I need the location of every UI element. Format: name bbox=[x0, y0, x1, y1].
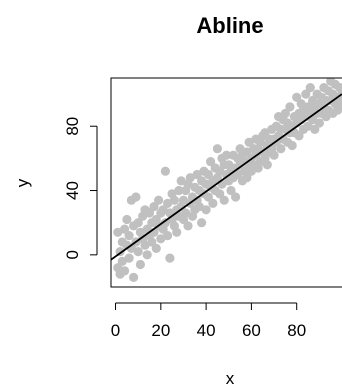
data-point bbox=[231, 192, 241, 202]
data-point bbox=[163, 231, 173, 241]
data-point bbox=[197, 218, 207, 228]
data-point bbox=[181, 208, 191, 218]
data-point bbox=[285, 102, 295, 112]
data-point bbox=[149, 202, 159, 212]
fit-line-layer bbox=[111, 93, 342, 261]
data-point bbox=[226, 185, 236, 196]
data-point bbox=[160, 166, 170, 176]
y-axis-label: y bbox=[13, 178, 32, 187]
axes-layer: 0 20 40 60 80 0 40 80 bbox=[63, 77, 342, 340]
data-point bbox=[287, 140, 297, 151]
data-point bbox=[280, 108, 290, 118]
data-point bbox=[122, 214, 132, 225]
y-tick-label: 80 bbox=[63, 117, 82, 136]
plot-border bbox=[110, 77, 342, 288]
data-point bbox=[203, 169, 213, 180]
data-point bbox=[169, 195, 179, 205]
data-point bbox=[314, 118, 324, 128]
data-point bbox=[269, 150, 279, 160]
data-point bbox=[147, 237, 157, 247]
data-point bbox=[260, 128, 270, 138]
data-point bbox=[192, 169, 202, 180]
data-point bbox=[124, 231, 134, 241]
data-point bbox=[120, 224, 130, 234]
data-point bbox=[124, 253, 134, 263]
data-point bbox=[174, 185, 184, 196]
data-point bbox=[206, 157, 216, 167]
data-point bbox=[203, 192, 213, 202]
x-tick-label: 20 bbox=[151, 321, 170, 340]
data-point bbox=[172, 227, 182, 237]
y-tick-label: 0 bbox=[63, 250, 82, 259]
data-point bbox=[154, 195, 164, 205]
data-point bbox=[215, 189, 225, 199]
x-axis-label: x bbox=[226, 369, 235, 387]
x-tick-label: 0 bbox=[111, 321, 120, 340]
data-point bbox=[201, 205, 211, 215]
x-tick-label: 80 bbox=[287, 321, 306, 340]
data-point bbox=[337, 102, 342, 112]
data-point bbox=[151, 243, 161, 253]
data-point bbox=[144, 208, 155, 218]
data-point bbox=[301, 89, 311, 99]
data-point bbox=[305, 83, 315, 93]
data-point bbox=[276, 144, 286, 154]
data-point bbox=[262, 160, 272, 170]
data-point bbox=[133, 247, 143, 257]
data-point bbox=[212, 144, 222, 154]
data-point bbox=[120, 266, 130, 276]
data-point bbox=[183, 221, 193, 231]
data-point bbox=[129, 272, 139, 282]
data-point bbox=[310, 124, 320, 134]
data-point bbox=[242, 147, 252, 157]
x-tick-label: 60 bbox=[242, 321, 261, 340]
x-tick-label: 40 bbox=[197, 321, 216, 340]
data-point bbox=[135, 259, 145, 270]
data-point bbox=[294, 131, 304, 141]
data-point bbox=[131, 192, 141, 202]
data-point bbox=[165, 253, 175, 263]
points-layer bbox=[113, 78, 342, 282]
data-point bbox=[233, 169, 243, 180]
data-point bbox=[208, 198, 218, 208]
data-point bbox=[215, 166, 225, 176]
chart-title: Abline bbox=[196, 13, 263, 38]
data-point bbox=[292, 92, 302, 102]
y-tick-label: 40 bbox=[63, 181, 82, 200]
data-point bbox=[219, 195, 229, 205]
data-point bbox=[242, 173, 252, 183]
data-point bbox=[133, 218, 143, 228]
data-point bbox=[221, 150, 232, 160]
fit-line bbox=[111, 93, 342, 261]
data-point bbox=[142, 250, 152, 260]
